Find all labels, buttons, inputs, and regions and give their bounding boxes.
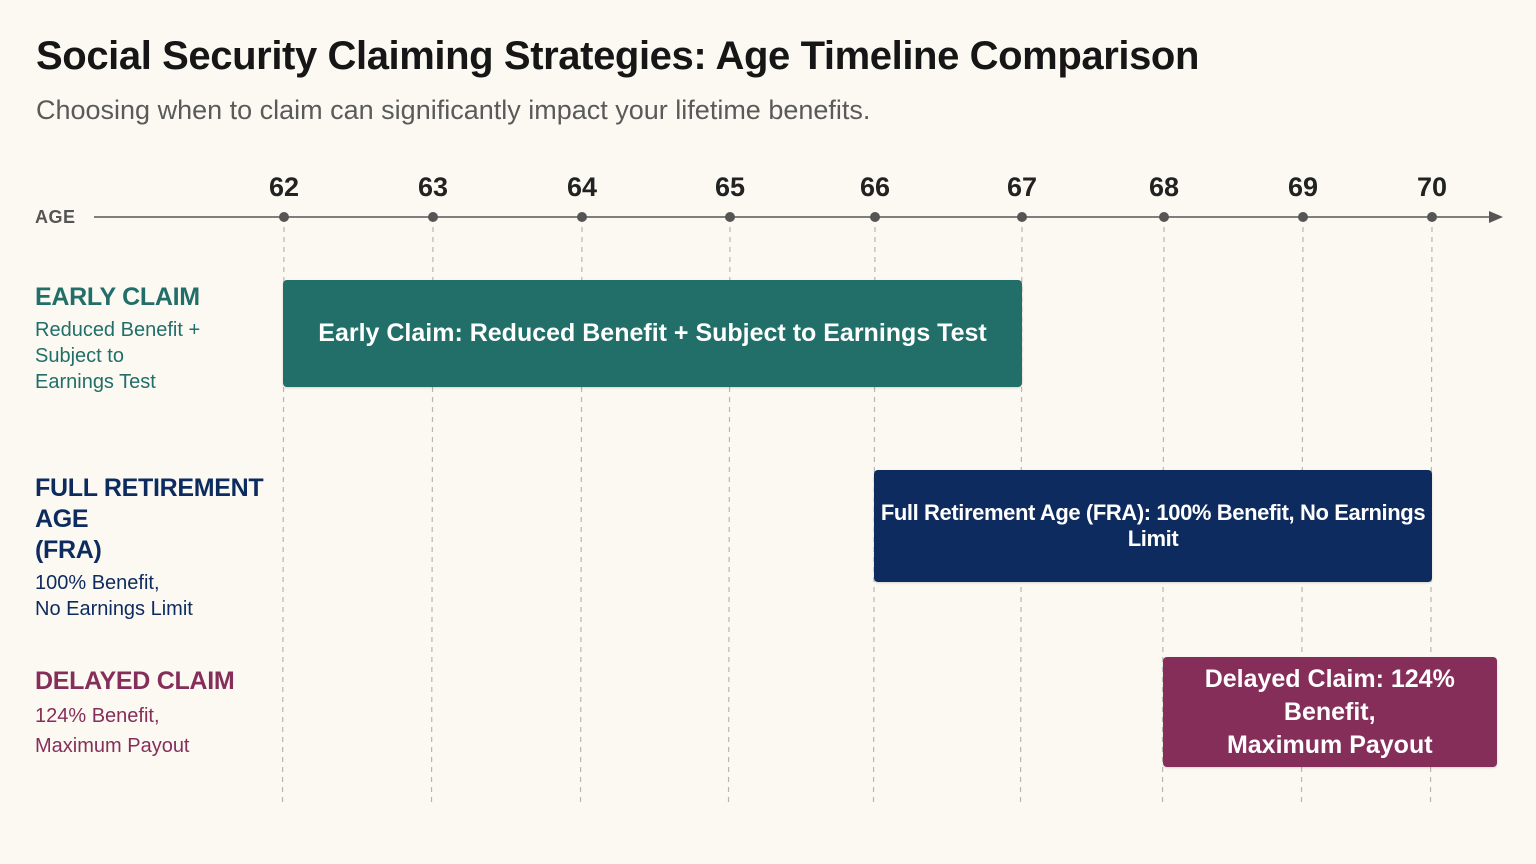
bar-text: Delayed Claim: 124% Benefit,	[1204, 664, 1455, 726]
name-line: (FRA)	[35, 536, 102, 564]
fra-name: FULL RETIREMENT AGE (FRA)	[35, 473, 275, 566]
gridline-age-65	[727, 216, 731, 806]
desc-line: Maximum Payout	[35, 735, 190, 757]
tick-label-age-65: 65	[714, 172, 746, 202]
delayed-claim-description: 124% Benefit, Maximum Payout	[35, 701, 275, 761]
name-line: FULL RETIREMENT AGE	[35, 474, 264, 533]
desc-line: 124% Benefit,	[35, 705, 160, 727]
row-label-early-claim: EARLY CLAIM Reduced Benefit + Subject to…	[35, 282, 275, 395]
gridline-age-63	[430, 216, 434, 806]
row-label-delayed-claim: DELAYED CLAIM 124% Benefit, Maximum Payo…	[35, 666, 275, 761]
tick-dot-age-67	[1017, 212, 1027, 222]
early-claim-name: EARLY CLAIM	[35, 283, 200, 311]
desc-line: 100% Benefit,	[35, 572, 160, 594]
row-label-fra: FULL RETIREMENT AGE (FRA) 100% Benefit, …	[35, 473, 275, 622]
gridline-age-62	[281, 216, 285, 806]
tick-label-age-64: 64	[566, 172, 598, 202]
tick-dot-age-63	[428, 212, 438, 222]
tick-dot-age-62	[279, 212, 289, 222]
bar-text: Full Retirement Age (FRA): 100% Benefit,…	[880, 500, 1426, 551]
tick-dot-age-70	[1427, 212, 1437, 222]
tick-dot-age-69	[1298, 212, 1308, 222]
tick-label-age-70: 70	[1416, 172, 1448, 202]
bar-text: Early Claim: Reduced Benefit + Subject t…	[318, 319, 987, 347]
early-claim-description: Reduced Benefit + Subject to Earnings Te…	[35, 317, 275, 395]
tick-dot-age-64	[577, 212, 587, 222]
tick-label-age-67: 67	[1006, 172, 1038, 202]
desc-line: Reduced Benefit +	[35, 319, 201, 341]
tick-label-age-62: 62	[268, 172, 300, 202]
page-subtitle: Choosing when to claim can significantly…	[36, 95, 871, 125]
early-claim-bar: Early Claim: Reduced Benefit + Subject t…	[283, 280, 1022, 387]
bar-text: Maximum Payout	[1226, 730, 1433, 759]
delayed-claim-name: DELAYED CLAIM	[35, 667, 235, 695]
tick-label-age-68: 68	[1148, 172, 1180, 202]
tick-label-age-66: 66	[859, 172, 891, 202]
gridline-age-64	[579, 216, 583, 806]
fra-bar: Full Retirement Age (FRA): 100% Benefit,…	[874, 470, 1432, 582]
age-axis-label: AGE	[35, 207, 76, 227]
tick-dot-age-66	[870, 212, 880, 222]
page-title: Social Security Claiming Strategies: Age…	[36, 34, 1199, 78]
tick-label-age-63: 63	[417, 172, 449, 202]
tick-label-age-69: 69	[1287, 172, 1319, 202]
tick-dot-age-68	[1159, 212, 1169, 222]
axis-arrow-icon	[1489, 211, 1503, 223]
tick-dot-age-65	[725, 212, 735, 222]
fra-description: 100% Benefit, No Earnings Limit	[35, 570, 275, 622]
desc-line: No Earnings Limit	[35, 598, 193, 620]
delayed-claim-bar: Delayed Claim: 124% Benefit, Maximum Pay…	[1163, 657, 1497, 767]
desc-line: Subject to	[35, 345, 124, 367]
desc-line: Earnings Test	[35, 371, 156, 393]
